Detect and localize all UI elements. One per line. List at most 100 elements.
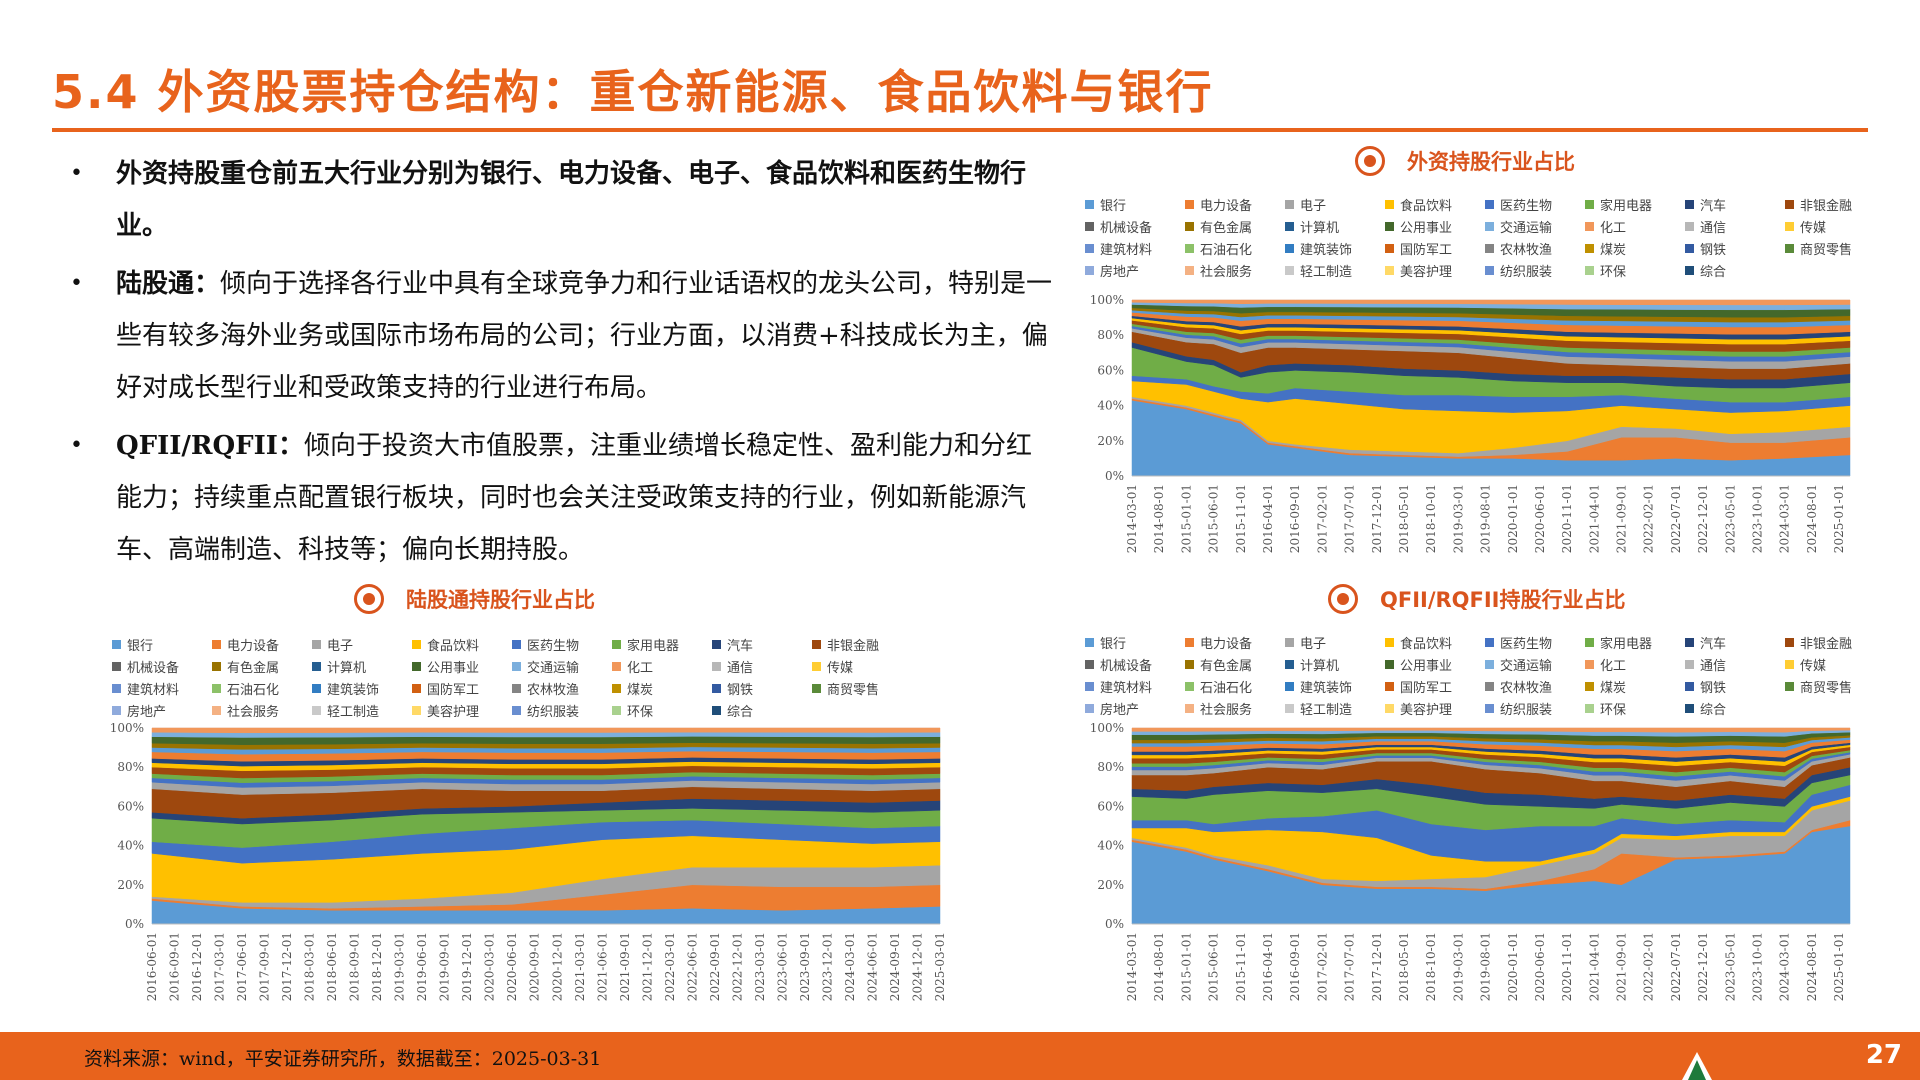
- legend-item: 计算机: [1285, 654, 1385, 674]
- chart-title-qfii: QFII/RQFII持股行业占比: [1328, 584, 1626, 614]
- x-tick-label: 2015-06-01: [1207, 484, 1221, 553]
- legend-item: 纺织服装: [512, 700, 612, 720]
- legend-label: 建筑材料: [1100, 242, 1153, 258]
- legend-item: 机械设备: [1085, 654, 1185, 674]
- legend-item: 食品饮料: [412, 634, 512, 654]
- legend-label: 交通运输: [1500, 220, 1553, 236]
- legend-label: 银行: [1100, 198, 1127, 214]
- x-tick-label: 2018-05-01: [1397, 484, 1411, 553]
- x-tick-label: 2016-09-01: [1288, 484, 1302, 553]
- legend-label: 纺织服装: [1500, 702, 1553, 718]
- legend-item: 建筑材料: [1085, 676, 1185, 696]
- legend-item: 汽车: [712, 634, 812, 654]
- x-tick-label: 2021-03-01: [573, 932, 587, 1001]
- x-tick-label: 2022-02-01: [1642, 484, 1656, 553]
- x-tick-label: 2017-02-01: [1315, 932, 1329, 1001]
- legend-item: 汽车: [1685, 632, 1785, 652]
- legend-swatch: [1085, 199, 1094, 209]
- x-tick-label: 2022-12-01: [1696, 484, 1710, 553]
- legend-item: 电力设备: [212, 634, 312, 654]
- legend-item: 化工: [612, 656, 712, 676]
- legend-item: 综合: [1685, 260, 1785, 280]
- x-tick-label: 2018-03-01: [303, 932, 317, 1001]
- legend-item: 石油石化: [1185, 238, 1285, 258]
- area-band-其他行业合计: [151, 731, 941, 738]
- legend-label: 房地产: [1100, 702, 1140, 718]
- legend-label: 商贸零售: [827, 682, 880, 698]
- area-band-其他行业合计: [151, 727, 941, 734]
- x-tick-label: 2020-03-01: [483, 932, 497, 1001]
- legend-item: 农林牧渔: [1485, 238, 1585, 258]
- legend-swatch: [1685, 703, 1694, 713]
- legend-swatch: [1185, 637, 1194, 647]
- legend-item: 纺织服装: [1485, 698, 1585, 718]
- legend-item: 建筑材料: [112, 678, 212, 698]
- legend-label: 社会服务: [227, 704, 280, 720]
- x-tick-label: 2020-06-01: [1533, 932, 1547, 1001]
- y-tick-label: 20%: [117, 878, 144, 892]
- legend-item: 有色金属: [212, 656, 312, 676]
- legend-swatch: [1485, 681, 1494, 691]
- legend-item: 煤炭: [1585, 238, 1685, 258]
- legend-swatch: [1585, 265, 1594, 275]
- legend-item: 综合: [1685, 698, 1785, 718]
- legend-item: 非银金融: [1785, 632, 1885, 652]
- chart-legend-foreign: 银行 电力设备 电子 食品饮料 医药生物 家用电器 汽车 非银金融 机械设备 有色金属 计算机 公用事…: [1085, 194, 1885, 280]
- legend-item: 轻工制造: [1285, 260, 1385, 280]
- legend-label: 环保: [1600, 702, 1627, 718]
- x-tick-label: 2017-12-01: [1370, 484, 1384, 553]
- x-tick-label: 2015-11-01: [1234, 484, 1248, 553]
- area-band-其他行业合计: [1131, 727, 1851, 733]
- x-tick-label: 2020-11-01: [1560, 932, 1574, 1001]
- x-tick-label: 2016-09-01: [168, 932, 182, 1001]
- x-tick-label: 2015-01-01: [1179, 484, 1193, 553]
- x-tick-label: 2018-05-01: [1397, 932, 1411, 1001]
- legend-label: 有色金属: [1200, 658, 1253, 674]
- legend-swatch: [312, 661, 321, 671]
- legend-swatch: [1185, 221, 1194, 231]
- legend-label: 家用电器: [1600, 636, 1653, 652]
- legend-swatch: [1385, 703, 1394, 713]
- legend-label: 纺织服装: [527, 704, 580, 720]
- x-tick-label: 2017-06-01: [235, 932, 249, 1001]
- legend-label: 美容护理: [427, 704, 480, 720]
- x-tick-label: 2020-01-01: [1506, 484, 1520, 553]
- x-tick-label: 2023-05-01: [1723, 932, 1737, 1001]
- legend-item: 公用事业: [1385, 216, 1485, 236]
- legend-label: 轻工制造: [327, 704, 380, 720]
- legend-item: 通信: [1685, 216, 1785, 236]
- legend-label: 商贸零售: [1800, 242, 1853, 258]
- x-tick-label: 2019-06-01: [415, 932, 429, 1001]
- x-tick-label: 2025-01-01: [1832, 484, 1846, 553]
- legend-swatch: [1185, 659, 1194, 669]
- y-tick-label: 60%: [1097, 363, 1124, 377]
- legend-swatch: [812, 639, 821, 649]
- legend-item: 电力设备: [1185, 194, 1285, 214]
- legend-swatch: [212, 683, 221, 693]
- x-tick-label: 2023-06-01: [775, 932, 789, 1001]
- legend-label: 社会服务: [1200, 702, 1253, 718]
- x-tick-label: 2014-08-01: [1152, 932, 1166, 1001]
- x-tick-label: 2022-12-01: [730, 932, 744, 1001]
- legend-label: 煤炭: [1600, 680, 1627, 696]
- target-icon: [1328, 584, 1358, 614]
- legend-label: 纺织服装: [1500, 264, 1553, 280]
- legend-label: 化工: [627, 660, 654, 676]
- legend-swatch: [1285, 243, 1294, 253]
- legend-item: 交通运输: [512, 656, 612, 676]
- legend-swatch: [512, 639, 521, 649]
- x-tick-label: 2017-12-01: [280, 932, 294, 1001]
- legend-swatch: [612, 661, 621, 671]
- legend-swatch: [1785, 681, 1794, 691]
- legend-swatch: [812, 683, 821, 693]
- legend-label: 钢铁: [727, 682, 754, 698]
- legend-swatch: [1685, 659, 1694, 669]
- x-tick-label: 2023-05-01: [1723, 484, 1737, 553]
- legend-swatch: [1185, 265, 1194, 275]
- legend-label: 商贸零售: [1800, 680, 1853, 696]
- y-tick-label: 100%: [1090, 721, 1124, 735]
- legend-item: 石油石化: [212, 678, 312, 698]
- x-tick-label: 2022-06-01: [685, 932, 699, 1001]
- legend-item: 有色金属: [1185, 654, 1285, 674]
- legend-swatch: [1485, 265, 1494, 275]
